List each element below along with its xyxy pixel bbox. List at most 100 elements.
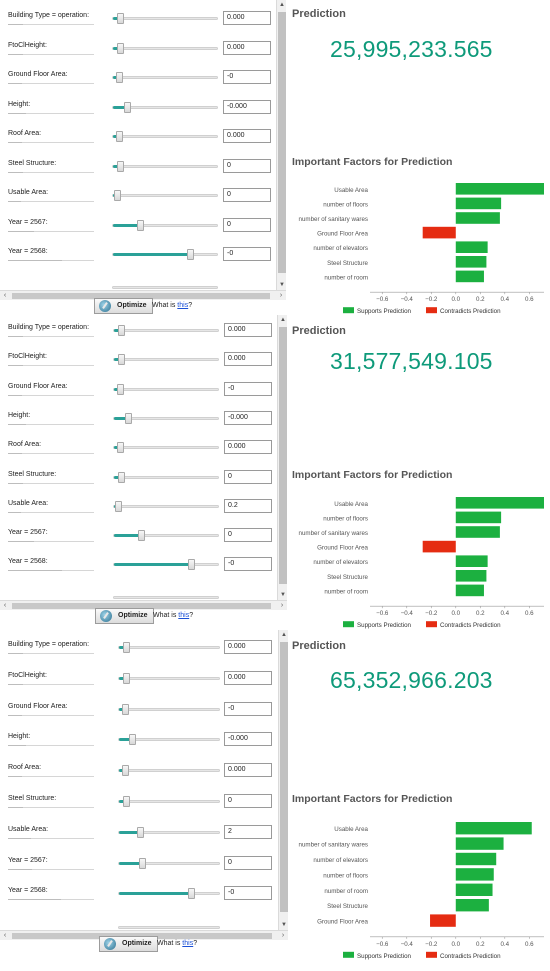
value-input[interactable]: -0	[223, 247, 271, 261]
value-input[interactable]: 0.2	[224, 498, 272, 513]
slider-track-partial[interactable]	[113, 596, 219, 599]
value-input[interactable]: 0.000	[224, 323, 272, 337]
slider-thumb[interactable]	[123, 672, 130, 684]
vertical-scroll-thumb[interactable]	[279, 327, 287, 584]
scroll-up-icon[interactable]: ▲	[281, 632, 287, 638]
slider-track[interactable]	[113, 446, 219, 450]
slider-track[interactable]	[113, 563, 219, 567]
slider-track[interactable]	[118, 769, 220, 773]
value-input[interactable]: 0	[223, 188, 271, 202]
slider-track[interactable]	[118, 676, 220, 680]
slider-track[interactable]	[118, 707, 220, 711]
slider-track[interactable]	[112, 46, 218, 50]
slider-track[interactable]	[113, 475, 219, 479]
value-input[interactable]: 0	[224, 794, 272, 808]
scroll-up-icon[interactable]: ▲	[280, 317, 286, 323]
slider-track[interactable]	[112, 17, 218, 20]
slider-track[interactable]	[112, 253, 218, 256]
slider-thumb[interactable]	[124, 101, 131, 113]
scroll-right-icon[interactable]: ›	[281, 932, 285, 939]
slider-thumb[interactable]	[117, 442, 124, 454]
slider-track[interactable]	[118, 861, 220, 865]
slider-track-partial[interactable]	[112, 286, 218, 289]
slider-thumb[interactable]	[117, 383, 124, 395]
value-input[interactable]: -0	[223, 70, 271, 84]
slider-thumb[interactable]	[116, 72, 123, 83]
optimize-button[interactable]: Optimize	[95, 608, 154, 624]
horizontal-scroll-thumb[interactable]	[12, 293, 270, 299]
slider-thumb[interactable]	[118, 354, 125, 366]
slider-thumb[interactable]	[188, 559, 195, 571]
slider-track[interactable]	[112, 164, 218, 168]
slider-thumb[interactable]	[123, 796, 130, 807]
slider-track[interactable]	[113, 358, 219, 362]
vertical-scrollbar[interactable]: ▲ ▼	[278, 630, 288, 930]
value-input[interactable]: 0.000	[224, 640, 272, 654]
value-input[interactable]: 0	[224, 528, 272, 543]
slider-track[interactable]	[118, 830, 220, 834]
vertical-scroll-thumb[interactable]	[278, 12, 286, 273]
slider-thumb[interactable]	[118, 471, 125, 483]
slider-track[interactable]	[112, 135, 218, 138]
slider-thumb[interactable]	[188, 888, 195, 900]
slider-track[interactable]	[118, 738, 220, 742]
value-input[interactable]: -0.000	[224, 410, 272, 425]
slider-track[interactable]	[113, 387, 219, 391]
slider-thumb[interactable]	[137, 219, 144, 231]
scroll-down-icon[interactable]: ▼	[281, 922, 287, 928]
value-input[interactable]: 0.000	[224, 440, 272, 455]
what-is-this-link[interactable]: this	[177, 302, 189, 309]
slider-thumb[interactable]	[117, 13, 124, 24]
slider-thumb[interactable]	[117, 42, 124, 54]
slider-track[interactable]	[113, 534, 219, 538]
vertical-scroll-thumb[interactable]	[280, 642, 288, 912]
scroll-up-icon[interactable]: ▲	[279, 2, 285, 8]
slider-track[interactable]	[112, 223, 218, 227]
scroll-left-icon[interactable]: ‹	[3, 602, 7, 609]
slider-track[interactable]	[118, 800, 220, 803]
value-input[interactable]: -0	[224, 381, 272, 396]
value-input[interactable]: -0	[224, 701, 272, 716]
vertical-scrollbar[interactable]: ▲ ▼	[277, 315, 287, 600]
value-input[interactable]: -0	[224, 886, 272, 901]
value-input[interactable]: 0	[224, 855, 272, 870]
slider-thumb[interactable]	[123, 642, 130, 653]
scroll-left-icon[interactable]: ‹	[3, 292, 7, 299]
value-input[interactable]: 0.000	[223, 129, 271, 143]
slider-thumb[interactable]	[117, 160, 124, 172]
value-input[interactable]: 0.000	[224, 763, 272, 778]
slider-track[interactable]	[118, 892, 220, 896]
value-input[interactable]: 0	[223, 158, 271, 173]
slider-thumb[interactable]	[115, 500, 122, 512]
scroll-right-icon[interactable]: ›	[280, 602, 284, 609]
value-input[interactable]: -0.000	[223, 99, 271, 114]
what-is-this-link[interactable]: this	[182, 940, 194, 947]
value-input[interactable]: 2	[224, 824, 272, 839]
slider-thumb[interactable]	[122, 703, 129, 715]
scroll-right-icon[interactable]: ›	[279, 292, 283, 299]
optimize-button[interactable]: Optimize	[99, 936, 158, 952]
scroll-down-icon[interactable]: ▼	[280, 592, 286, 598]
horizontal-scrollbar[interactable]: ‹ ›	[0, 290, 286, 300]
slider-thumb[interactable]	[129, 734, 136, 746]
slider-track[interactable]	[118, 646, 220, 649]
value-input[interactable]: -0	[224, 557, 272, 572]
slider-thumb[interactable]	[118, 325, 125, 336]
slider-thumb[interactable]	[122, 765, 129, 777]
slider-track[interactable]	[113, 504, 219, 508]
slider-thumb[interactable]	[116, 131, 123, 142]
slider-thumb[interactable]	[138, 530, 145, 542]
horizontal-scrollbar[interactable]: ‹ ›	[0, 600, 287, 610]
slider-thumb[interactable]	[139, 857, 146, 869]
slider-track[interactable]	[112, 194, 218, 197]
slider-track[interactable]	[113, 329, 219, 332]
slider-track-partial[interactable]	[118, 926, 220, 929]
value-input[interactable]: -0.000	[224, 732, 272, 747]
scroll-down-icon[interactable]: ▼	[279, 282, 285, 288]
slider-thumb[interactable]	[114, 190, 121, 201]
horizontal-scroll-thumb[interactable]	[12, 603, 271, 609]
slider-track[interactable]	[113, 416, 219, 420]
value-input[interactable]: 0.000	[224, 670, 272, 685]
value-input[interactable]: 0.000	[223, 40, 271, 55]
value-input[interactable]: 0.000	[223, 11, 271, 25]
